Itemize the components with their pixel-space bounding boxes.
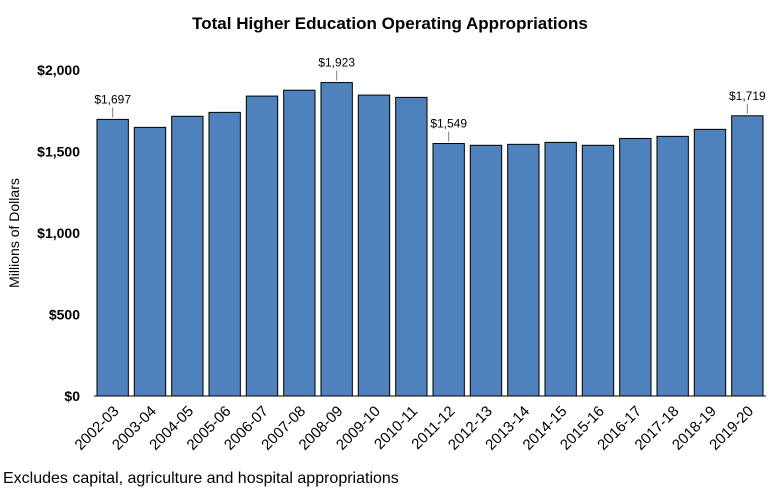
bar [581,144,615,397]
bar [693,128,727,397]
chart-title: Total Higher Education Operating Appropr… [192,14,588,33]
y-tick-label: $1,000 [37,225,80,241]
bar [96,118,129,397]
y-tick-label: $500 [49,307,80,323]
footnote: Excludes capital, agriculture and hospit… [3,470,399,487]
bar [656,135,689,397]
data-labels: $1,697 $1,923 $1,549 $1,719 [94,56,766,142]
y-tick-label: $2,000 [37,62,80,78]
data-label: $1,697 [94,92,131,106]
bars [96,82,764,397]
bar [619,137,652,397]
bar [432,143,465,397]
data-label: $1,923 [318,56,355,70]
bar [171,115,204,397]
bar [469,144,503,397]
bar [731,115,764,397]
x-axis-ticks: 2002-032003-042004-052005-062006-072007-… [72,403,758,454]
bar [283,89,316,397]
bar [133,126,167,397]
y-axis-label: Millions of Dollars [6,178,22,288]
bar [395,96,428,397]
bar [245,95,279,397]
y-axis-ticks: $0 $500 $1,000 $1,500 $2,000 [37,62,80,404]
y-tick-label: $1,500 [37,144,80,160]
bar [208,111,241,397]
y-tick-label: $0 [64,388,80,404]
bar [544,141,577,397]
data-label: $1,549 [430,117,467,131]
data-label: $1,719 [729,89,766,103]
bar [357,94,391,397]
bar [320,82,353,397]
bar [507,143,540,397]
